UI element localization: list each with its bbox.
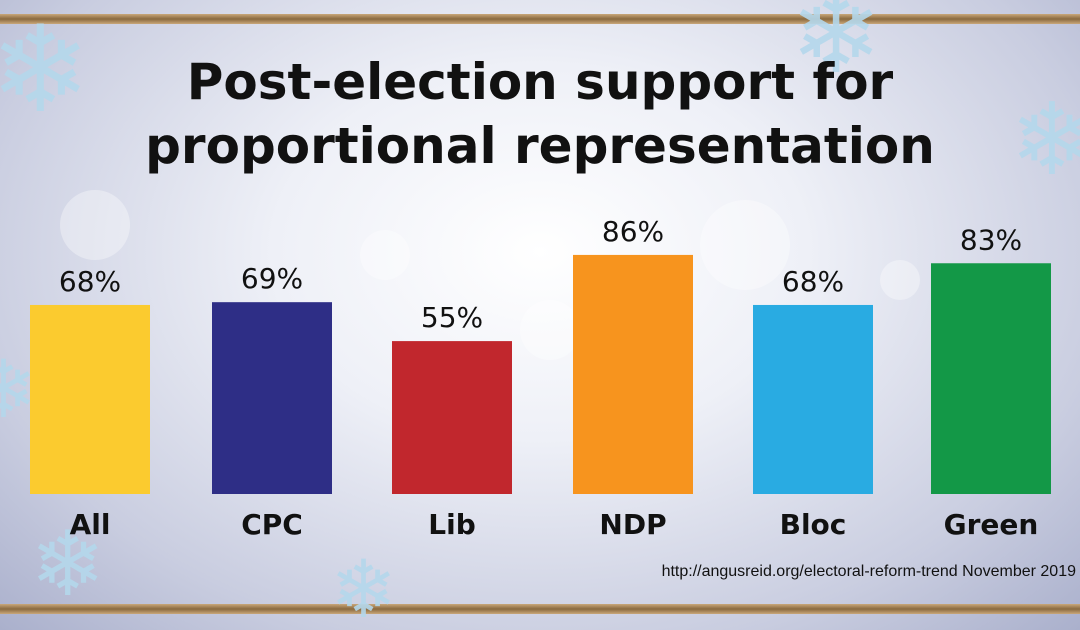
top-gold-band: [0, 14, 1080, 24]
snowflake-icon: ❄: [330, 545, 398, 630]
bar-green: [931, 263, 1051, 494]
snowflake-icon: ❄: [30, 515, 106, 615]
source-citation: http://angusreid.org/electoral-reform-tr…: [661, 563, 1076, 580]
category-label-ndp: NDP: [599, 508, 666, 541]
bar-bloc: [753, 304, 873, 494]
bar-cpc: [212, 302, 332, 494]
chart-title-line-1: Post-election support for: [186, 53, 894, 111]
bar-lib: [392, 341, 512, 494]
bokeh-circle: [60, 190, 130, 260]
value-label-green: 83%: [960, 223, 1022, 256]
category-label-all: All: [70, 508, 111, 541]
category-label-lib: Lib: [428, 508, 475, 541]
category-label-green: Green: [944, 508, 1039, 541]
value-label-all: 68%: [59, 265, 121, 298]
bar-all: [30, 304, 150, 494]
bokeh-circle: [700, 200, 790, 290]
snowflake-icon: ❄: [790, 0, 883, 96]
value-label-lib: 55%: [421, 301, 483, 334]
value-label-bloc: 68%: [782, 265, 844, 298]
bokeh-circle: [360, 230, 410, 280]
snowflake-icon: ❄: [1010, 84, 1080, 196]
bottom-gold-band: [0, 604, 1080, 614]
bokeh-circle: [880, 260, 920, 300]
chart-title-line-2: proportional representation: [145, 117, 935, 175]
category-label-cpc: CPC: [241, 508, 303, 541]
category-label-bloc: Bloc: [780, 508, 847, 541]
bar-ndp: [573, 254, 693, 494]
value-label-cpc: 69%: [241, 262, 303, 295]
value-label-ndp: 86%: [602, 215, 664, 248]
snowflake-icon: ❄: [0, 3, 91, 137]
chart-title: Post-election support for proportional r…: [0, 50, 1080, 178]
bokeh-circle: [520, 300, 580, 360]
